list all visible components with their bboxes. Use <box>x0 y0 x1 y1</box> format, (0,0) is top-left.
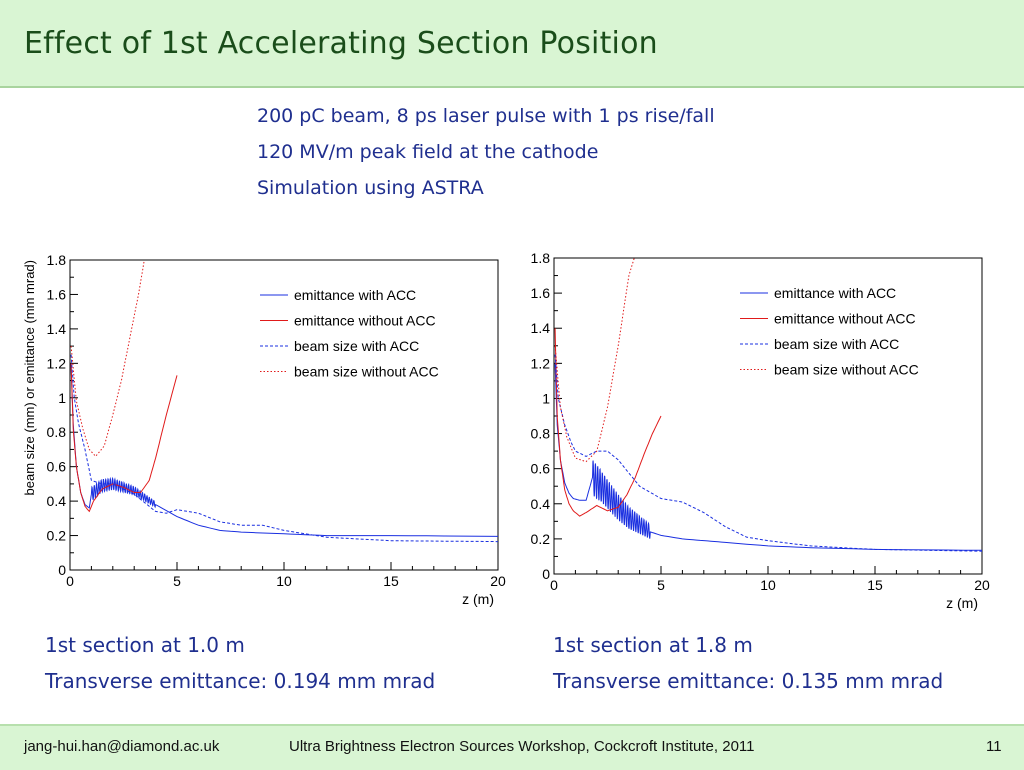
x-tick-label: 0 <box>66 573 74 589</box>
series-group <box>554 258 982 552</box>
y-tick-label: 0.2 <box>531 531 551 547</box>
y-tick-label: 0.2 <box>47 528 67 544</box>
y-tick-label: 0.4 <box>531 496 551 512</box>
series-line <box>554 258 635 463</box>
x-axis-label: z (m) <box>462 591 494 607</box>
info-line-field: 120 MV/m peak field at the cathode <box>257 141 599 163</box>
series-line <box>554 363 982 551</box>
y-tick-label: 1 <box>542 390 550 406</box>
slide-title: Effect of 1st Accelerating Section Posit… <box>24 26 658 61</box>
y-tick-label: 0.4 <box>47 493 67 509</box>
info-line-simulation: Simulation using ASTRA <box>257 177 484 199</box>
series-line <box>70 363 178 513</box>
plot-frame <box>69 259 499 571</box>
x-tick-label: 15 <box>383 573 399 589</box>
y-tick-label: 0 <box>58 562 66 578</box>
legend-label: beam size with ACC <box>774 336 899 352</box>
title-bar: Effect of 1st Accelerating Section Posit… <box>0 0 1024 88</box>
footer: jang-hui.han@diamond.ac.uk Ultra Brightn… <box>0 724 1024 770</box>
footer-event: Ultra Brightness Electron Sources Worksh… <box>289 738 755 755</box>
x-tick-label: 5 <box>657 577 665 593</box>
chart-right: 0 0.2 0.4 0.6 0.8 1 1.2 1.4 1.6 1.8 0 5 10 15 20 z (m) e… <box>531 250 990 611</box>
y-tick-label: 0.8 <box>47 424 67 440</box>
chart-left: 0 0.2 0.4 0.6 0.8 1 1.2 1.4 1.6 1.8 0 5 10 15 20 z (m) b… <box>22 252 506 607</box>
x-tick-label: 10 <box>276 573 292 589</box>
x-tick-label: 15 <box>867 577 883 593</box>
y-tick-label: 1.4 <box>47 321 67 337</box>
y-tick-label: 1.2 <box>531 355 551 371</box>
y-tick-label: 1.6 <box>47 286 67 302</box>
y-tick-label: 0.6 <box>47 459 67 475</box>
y-tick-label: 0.8 <box>531 426 551 442</box>
plot-frame <box>553 257 983 575</box>
caption-left-section: 1st section at 1.0 m <box>45 633 245 657</box>
page-number: 11 <box>986 738 1002 755</box>
x-tick-label: 5 <box>173 573 181 589</box>
y-tick-label: 0.6 <box>531 461 551 477</box>
y-tick-label: 1 <box>58 390 66 406</box>
series-line <box>554 354 982 552</box>
y-tick-label: 1.4 <box>531 320 551 336</box>
series-line <box>70 363 498 537</box>
legend-label: emittance without ACC <box>774 311 916 327</box>
x-tick-label: 0 <box>550 577 558 593</box>
x-axis-label: z (m) <box>946 595 978 611</box>
legend-label: beam size with ACC <box>294 338 419 354</box>
series-line <box>70 354 498 543</box>
series-line <box>70 260 145 458</box>
footer-email: jang-hui.han@diamond.ac.uk <box>24 738 220 755</box>
legend-label: emittance with ACC <box>774 285 896 301</box>
caption-right-emittance: Transverse emittance: 0.135 mm mrad <box>553 669 944 693</box>
y-tick-label: 1.8 <box>47 252 67 268</box>
legend-label: emittance with ACC <box>294 287 416 303</box>
info-line-beam: 200 pC beam, 8 ps laser pulse with 1 ps … <box>257 105 715 127</box>
legend-label: beam size without ACC <box>774 362 919 378</box>
caption-left-emittance: Transverse emittance: 0.194 mm mrad <box>45 669 436 693</box>
legend-label: beam size without ACC <box>294 364 439 380</box>
y-tick-label: 1.8 <box>531 250 551 266</box>
y-tick-label: 0 <box>542 566 550 582</box>
series-group <box>70 260 498 543</box>
x-tick-label: 20 <box>490 573 506 589</box>
legend-label: emittance without ACC <box>294 313 436 329</box>
x-tick-label: 10 <box>760 577 776 593</box>
caption-right-section: 1st section at 1.8 m <box>553 633 753 657</box>
y-tick-label: 1.2 <box>47 355 67 371</box>
y-tick-label: 1.6 <box>531 285 551 301</box>
series-line <box>554 328 662 517</box>
x-tick-label: 20 <box>974 577 990 593</box>
y-axis-label: beam size (mm) or emittance (mm mrad) <box>22 260 37 495</box>
